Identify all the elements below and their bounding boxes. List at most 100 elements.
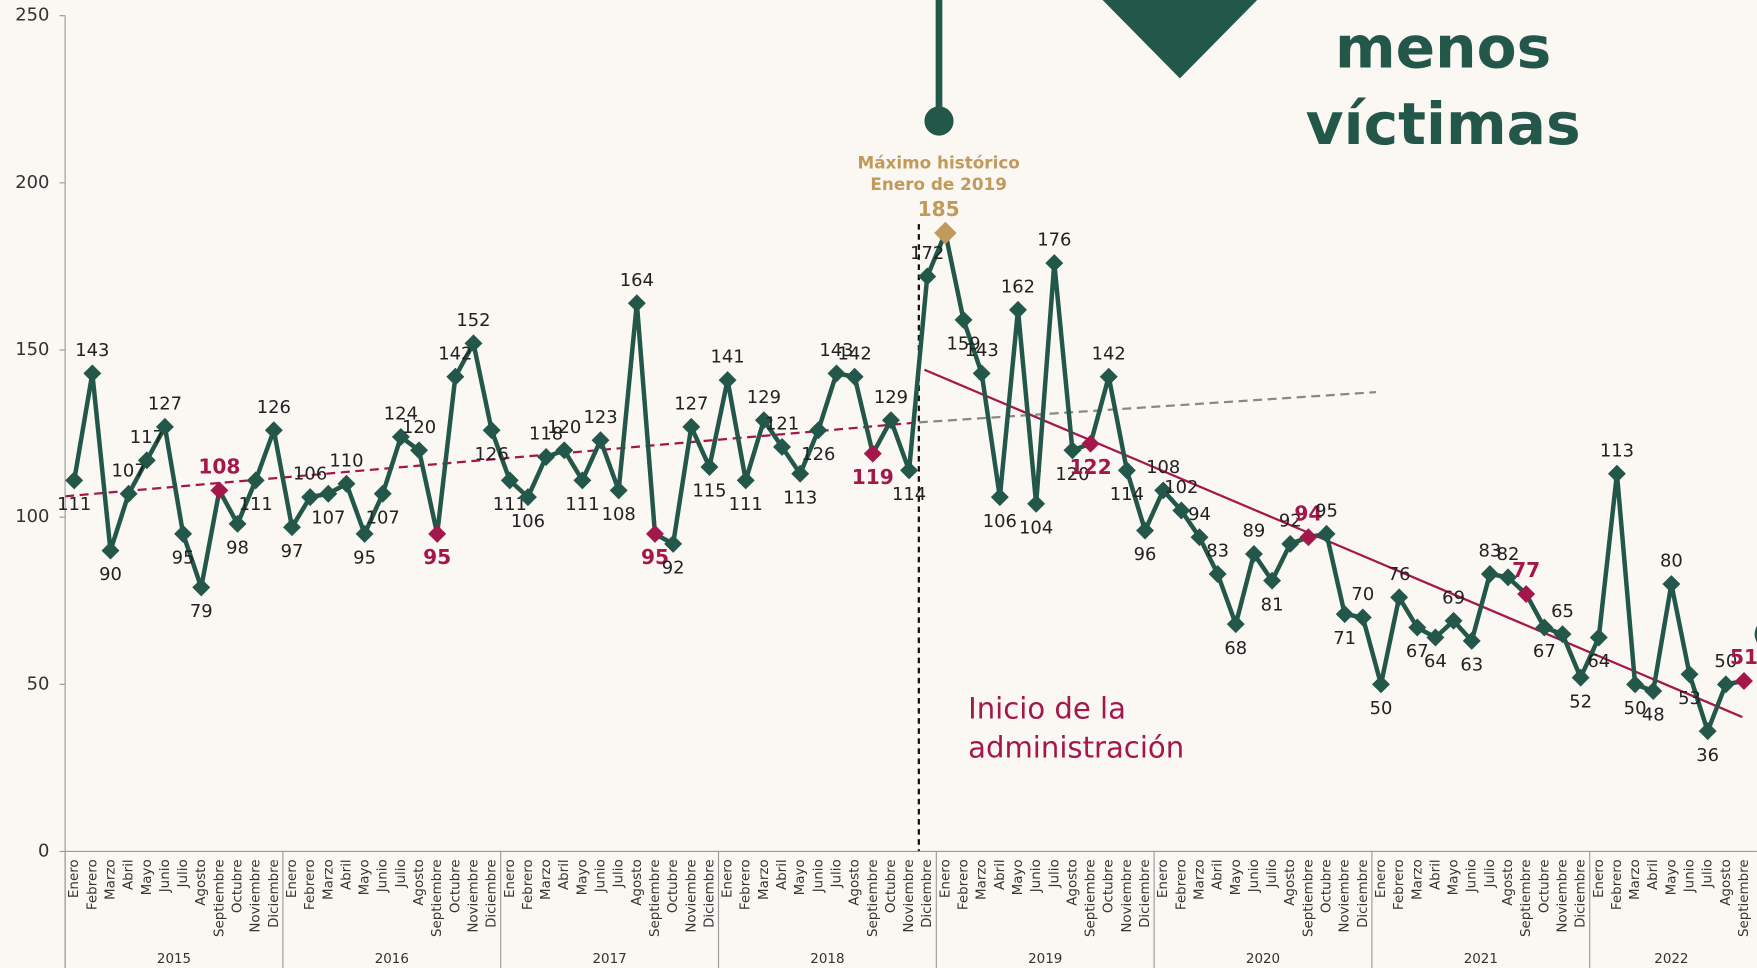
data-label: 126 [475,444,509,465]
data-label: 53 [1678,688,1701,709]
data-label: 63 [1460,655,1483,676]
data-label: 127 [148,393,182,414]
peak-label: Enero de 2019 [870,174,1007,194]
x-tick-label: Junio [158,859,173,893]
annotation: Inicio de la [968,691,1126,725]
x-tick-label: Agosto [1719,859,1734,905]
x-tick-label: Octubre [1320,859,1335,913]
x-tick-label: Agosto [1283,859,1298,905]
x-tick-label: Enero [503,859,518,898]
data-label: 111 [57,494,91,515]
data-label: 97 [281,541,304,562]
x-tick-label: Octubre [884,859,899,913]
year-label: 2020 [1246,952,1280,967]
x-tick-label: Julio [829,859,844,888]
x-tick-label: Marzo [321,859,336,900]
data-label: 95 [172,548,195,569]
x-tick-label: Febrero [303,859,318,910]
data-label: 81 [1261,594,1284,615]
data-label: 114 [1110,484,1144,505]
data-label: 126 [257,397,291,418]
data-label: 111 [565,494,599,515]
data-label: 107 [311,507,345,528]
y-tick-label: 50 [27,673,50,694]
x-tick-label: Noviembre [249,859,264,932]
headline: víctimas [1306,90,1581,158]
x-tick-label: Abril [122,859,137,890]
x-tick-label: Abril [557,859,572,890]
data-label: 127 [674,393,708,414]
x-tick-label: Enero [721,859,736,898]
x-tick-label: Junio [1683,859,1698,893]
x-tick-label: Diciembre [485,859,500,928]
data-label: 106 [293,464,327,485]
x-tick-label: Julio [1483,859,1498,888]
data-label: 95 [353,548,376,569]
data-label: 104 [1019,517,1053,538]
x-tick-label: Agosto [412,859,427,905]
year-label: 2016 [375,952,409,967]
data-label: 94 [1188,504,1211,525]
x-tick-label: Abril [993,859,1008,890]
data-label: 50 [1370,698,1393,719]
data-label: 108 [1146,457,1180,478]
x-tick-label: Abril [339,859,354,890]
data-label: 65 [1551,601,1574,622]
data-label: 96 [1134,544,1157,565]
x-tick-label: Junio [1029,859,1044,893]
x-tick-label: Mayo [1011,859,1026,895]
x-tick-label: Julio [1047,859,1062,888]
data-label: 142 [838,343,872,364]
x-tick-label: Julio [1701,859,1716,888]
x-tick-label: Marzo [757,859,772,900]
x-tick-label: Febrero [1392,859,1407,910]
data-label: 172 [910,243,944,264]
x-tick-label: Mayo [1664,859,1679,895]
data-label: 70 [1351,584,1374,605]
peak-label: Máximo histórico [857,153,1019,173]
data-label: 98 [226,537,249,558]
x-tick-label: Febrero [1174,859,1189,910]
data-label: 113 [783,487,817,508]
data-label: 114 [892,484,926,505]
x-tick-label: Agosto [1501,859,1516,905]
year-label: 2017 [593,952,627,967]
x-tick-label: Enero [1592,859,1607,898]
x-tick-label: Enero [938,859,953,898]
data-label: 89 [1243,521,1266,542]
data-label: 68 [1224,638,1247,659]
data-label: 115 [692,481,726,502]
page: menos víctimas Inicio de la administraci… [0,0,1757,968]
data-label: 143 [965,340,999,361]
data-label: 108 [602,504,636,525]
data-label: 129 [747,387,781,408]
data-label: 92 [662,558,685,579]
data-label: 51 [1730,645,1757,669]
data-label: 120 [547,417,581,438]
x-tick-label: Agosto [848,859,863,905]
data-label: 107 [112,460,146,481]
x-tick-label: Marzo [1628,859,1643,900]
year-label: 2022 [1654,952,1688,967]
data-label: 162 [1001,276,1035,297]
x-tick-label: Enero [67,859,82,898]
year-label: 2019 [1028,952,1062,967]
data-label: 120 [402,417,436,438]
x-tick-label: Julio [394,859,409,888]
x-tick-label: Octubre [1102,859,1117,913]
data-label: 36 [1696,745,1719,766]
x-tick-label: Julio [1265,859,1280,888]
x-tick-label: Abril [775,859,790,890]
x-tick-label: Enero [1156,859,1171,898]
data-label: 111 [239,494,273,515]
x-tick-label: Noviembre [684,859,699,932]
y-tick-label: 250 [15,5,49,26]
data-label: 52 [1569,691,1592,712]
x-tick-label: Febrero [739,859,754,910]
data-label: 80 [1660,551,1683,572]
x-tick-label: Marzo [975,859,990,900]
data-label: 176 [1037,230,1071,251]
x-tick-label: Febrero [85,859,100,910]
x-tick-label: Diciembre [267,859,282,928]
x-tick-label: Diciembre [920,859,935,928]
